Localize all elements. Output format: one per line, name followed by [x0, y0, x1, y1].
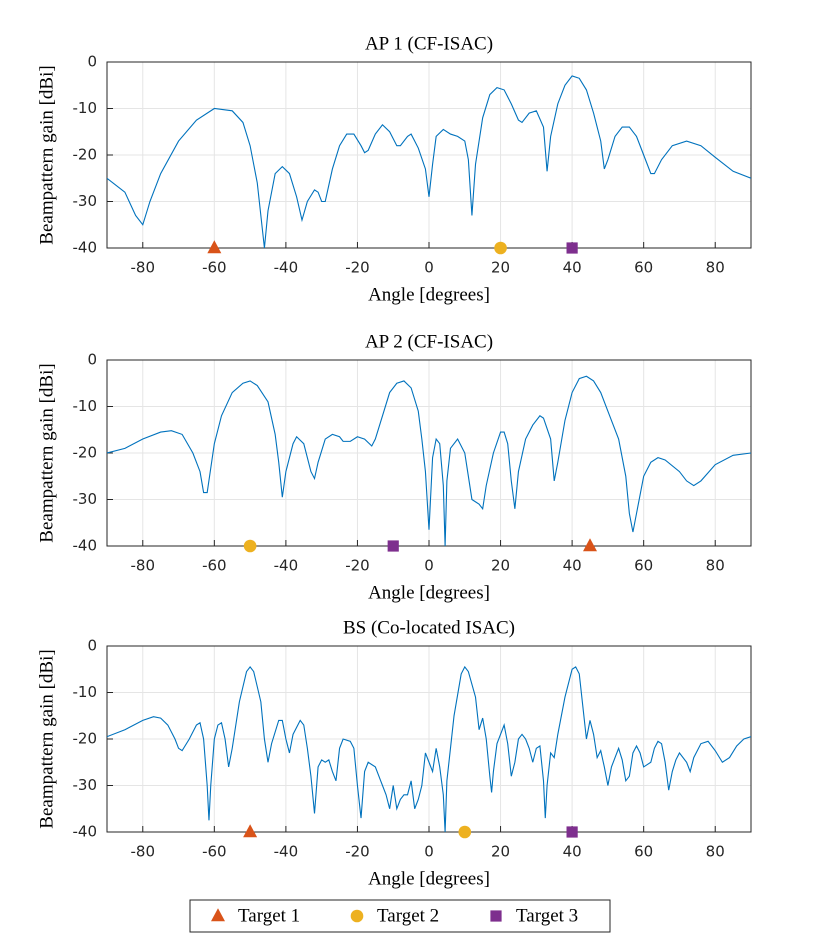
- legend-box: [189, 899, 611, 933]
- x-tick-label: -20: [345, 557, 370, 575]
- legend-label: Target 3: [516, 905, 578, 926]
- y-tick-label: -20: [73, 730, 98, 748]
- subplot-title: AP 2 (CF-ISAC): [365, 331, 493, 352]
- x-tick-label: 40: [563, 843, 582, 861]
- subplot: -80 -60 -40 -20 0 20 40 60 80 -40 -30 -20 -10 0 AP 2 (…: [36, 331, 752, 603]
- x-axis-label: Angle [degrees]: [368, 284, 490, 305]
- x-tick-label: 40: [563, 259, 582, 277]
- legend-marker: [490, 910, 502, 922]
- y-tick-label: -30: [73, 490, 98, 508]
- legend-label: Target 1: [238, 905, 300, 926]
- x-tick-label: 60: [634, 843, 653, 861]
- x-tick-label: -80: [131, 259, 156, 277]
- gain-line: [107, 665, 751, 833]
- x-tick-label: -60: [202, 259, 227, 277]
- y-tick-label: -40: [73, 823, 98, 841]
- y-tick-label: -40: [73, 537, 98, 555]
- y-tick-label: -40: [73, 239, 98, 257]
- x-tick-label: 20: [491, 843, 510, 861]
- y-tick-label: 0: [87, 637, 97, 655]
- y-tick-label: -20: [73, 146, 98, 164]
- x-tick-label: -80: [131, 843, 156, 861]
- target-marker: [583, 538, 597, 552]
- subplot-title: BS (Co-located ISAC): [343, 617, 515, 638]
- target-marker: [387, 540, 399, 552]
- x-tick-label: -40: [274, 557, 299, 575]
- x-tick-label: 60: [634, 557, 653, 575]
- x-axis-label: Angle [degrees]: [368, 582, 490, 603]
- y-axis-label: Beampattern gain [dBi]: [36, 363, 57, 542]
- x-tick-label: 80: [706, 843, 725, 861]
- x-tick-label: -60: [202, 843, 227, 861]
- y-tick-label: -10: [73, 397, 98, 415]
- x-tick-label: -40: [274, 259, 299, 277]
- x-tick-label: -40: [274, 843, 299, 861]
- legend-marker: [350, 909, 364, 923]
- legend-label: Target 2: [377, 905, 439, 926]
- y-tick-label: 0: [87, 53, 97, 71]
- x-tick-label: 20: [491, 259, 510, 277]
- x-tick-label: 80: [706, 259, 725, 277]
- x-tick-label: 0: [424, 259, 434, 277]
- axes-box: [106, 645, 752, 833]
- y-tick-label: -20: [73, 444, 98, 462]
- y-tick-label: -10: [73, 683, 98, 701]
- target-marker: [243, 824, 258, 838]
- subplot: -80 -60 -40 -20 0 20 40 60 80 -40 -30 -20 -10 0 BS (Co…: [36, 617, 752, 889]
- target-marker: [207, 240, 222, 254]
- x-axis-label: Angle [degrees]: [368, 868, 490, 889]
- x-tick-label: 20: [491, 557, 510, 575]
- gain-line: [107, 75, 751, 249]
- y-axis-label: Beampattern gain [dBi]: [36, 649, 57, 828]
- gain-line: [107, 375, 751, 547]
- x-tick-label: -80: [131, 557, 156, 575]
- axes-box: [106, 61, 752, 249]
- target-marker: [243, 539, 257, 553]
- x-tick-label: -60: [202, 557, 227, 575]
- y-tick-label: -30: [73, 776, 98, 794]
- x-tick-label: 0: [424, 843, 434, 861]
- subplot-title: AP 1 (CF-ISAC): [365, 33, 493, 54]
- y-tick-label: -10: [73, 99, 98, 117]
- x-tick-label: 0: [424, 557, 434, 575]
- x-tick-label: 40: [563, 557, 582, 575]
- target-marker: [566, 242, 578, 254]
- x-tick-label: -20: [345, 843, 370, 861]
- x-tick-label: 60: [634, 259, 653, 277]
- subplot: -80 -60 -40 -20 0 20 40 60 80 -40 -30 -20 -10 0 AP 1 (…: [36, 33, 752, 305]
- y-axis-label: Beampattern gain [dBi]: [36, 65, 57, 244]
- target-marker: [494, 241, 507, 255]
- target-marker: [458, 825, 472, 839]
- y-tick-label: -30: [73, 192, 98, 210]
- legend-marker: [211, 908, 225, 922]
- x-tick-label: 80: [706, 557, 725, 575]
- x-tick-label: -20: [345, 259, 370, 277]
- target-marker: [566, 826, 578, 838]
- legend: Target 1 Target 2 Target 3: [189, 899, 611, 933]
- y-tick-label: 0: [87, 351, 97, 369]
